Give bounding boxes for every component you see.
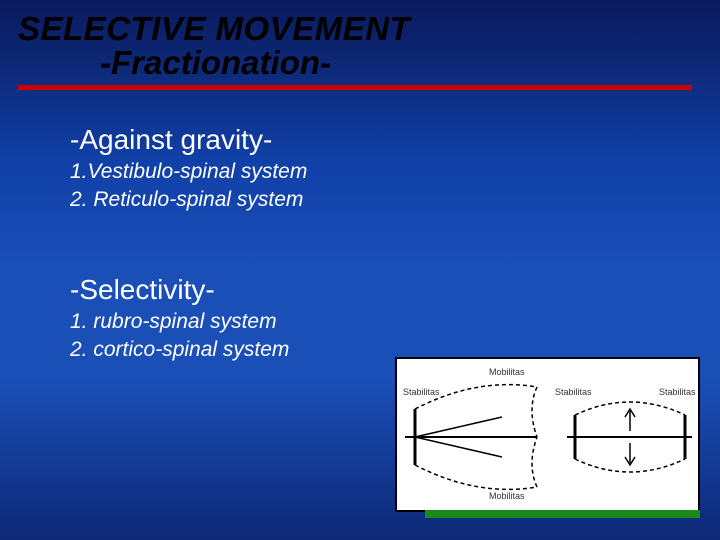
list-item: 1. rubro-spinal system [70, 310, 720, 334]
list-item: 2. Reticulo-spinal system [70, 188, 720, 212]
accent-bar [425, 510, 700, 518]
section-against-gravity: -Against gravity- 1.Vestibulo-spinal sys… [70, 124, 720, 212]
list-item: 1.Vestibulo-spinal system [70, 160, 720, 184]
diagram-label: Stabilitas [555, 387, 592, 397]
section-heading: -Against gravity- [70, 124, 720, 156]
title-block: SELECTIVE MOVEMENT -Fractionation- [0, 0, 720, 82]
diagram-svg [397, 359, 702, 514]
diagram-label: Stabilitas [403, 387, 440, 397]
underline-rule [18, 85, 692, 90]
title-line1: SELECTIVE MOVEMENT [18, 10, 720, 48]
diagram-right-panel [567, 402, 692, 472]
arrow-up-icon [625, 409, 635, 431]
section-selectivity: -Selectivity- 1. rubro-spinal system 2. … [70, 274, 720, 362]
diagram-label: Stabilitas [659, 387, 696, 397]
title-line2: -Fractionation- [18, 44, 720, 82]
diagram-left-panel [405, 385, 537, 490]
section-heading: -Selectivity- [70, 274, 720, 306]
arrow-down-icon [625, 443, 635, 465]
diagram: Stabilitas Mobilitas Mobilitas Stabilita… [395, 357, 700, 512]
diagram-label: Mobilitas [489, 367, 525, 377]
diagram-label: Mobilitas [489, 491, 525, 501]
